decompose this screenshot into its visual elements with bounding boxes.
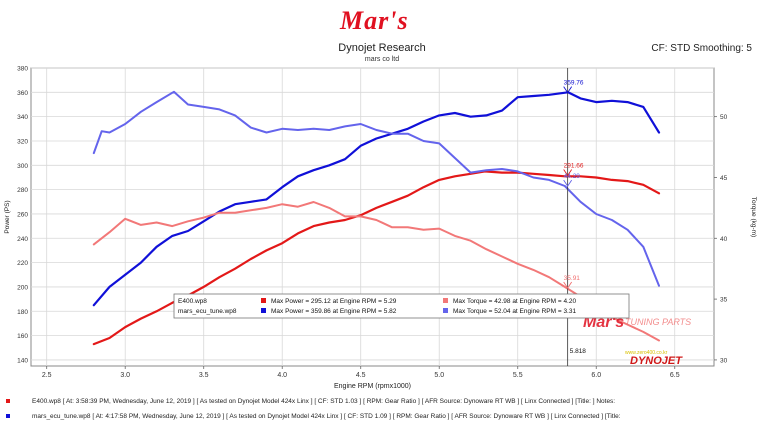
mars-logo: Mar's	[340, 6, 409, 35]
cursor-readout: 291.66	[564, 162, 584, 169]
y-right-tick-label: 45	[720, 175, 728, 182]
settings-label: CF: STD Smoothing: 5	[651, 43, 752, 54]
cursor-marker	[563, 281, 573, 289]
y-left-tick-label: 180	[17, 309, 28, 316]
y-right-tick-label: 50	[720, 114, 728, 121]
axes: 2.5 3.0 3.5 4.0 4.5 5.0 5.5 6.0 6.5 140 160 180 200 2…	[4, 66, 757, 391]
cursor-marker	[563, 86, 573, 94]
x-tick-label: 2.5	[42, 372, 52, 379]
legend-box	[173, 293, 630, 319]
legend-torque-text: Max Torque = 52.04 at Engine RPM = 3.31	[453, 308, 576, 315]
dyno-chart: 2.5 3.0 3.5 4.0 4.5 5.0 5.5 6.0 6.5 140 160 180 200 2…	[4, 66, 757, 391]
x-axis-label: Engine RPM (rpmx1000)	[334, 383, 411, 390]
x-tick-label: 4.0	[277, 372, 287, 379]
cursor-readout: 44.29	[564, 173, 581, 180]
y-left-tick-label: 360	[17, 90, 28, 97]
run-info-row-2: mars_ecu_tune.wp8 [ At: 4:17:58 PM, Wedn…	[6, 413, 621, 420]
series-line	[92, 90, 660, 287]
legend-file-name: E400.wp8	[178, 298, 207, 305]
chart-subtitle: mars co ltd	[364, 56, 400, 63]
cursor-readout: 35.91	[564, 275, 581, 282]
y-right-axis-label: Torque (kg-m)	[750, 197, 757, 237]
run-info-text: mars_ecu_tune.wp8 [ At: 4:17:58 PM, Wedn…	[32, 413, 621, 420]
legend-power-swatch	[261, 308, 266, 313]
legend-power-swatch	[261, 298, 266, 303]
y-left-tick-label: 140	[17, 357, 28, 364]
series-line	[92, 201, 660, 342]
y-left-tick-label: 240	[17, 236, 28, 243]
run-info-row-1: E400.wp8 [ At: 3:58:39 PM, Wednesday, Ju…	[6, 398, 615, 405]
y-left-tick-label: 200	[17, 284, 28, 291]
cursor-rpm-label: 5.818	[570, 348, 587, 355]
y-left-tick-label: 300	[17, 163, 28, 170]
y-left-axis-label: Power (PS)	[4, 200, 11, 233]
y-left-tick-label: 380	[17, 66, 28, 73]
legend-power-text: Max Power = 359.86 at Engine RPM = 5.82	[271, 308, 397, 315]
cursor-marker	[563, 179, 573, 187]
y-left-tick-label: 340	[17, 114, 28, 121]
cursor-readout: 359.76	[564, 80, 584, 87]
legend-file-name: mars_ecu_tune.wp8	[178, 308, 237, 315]
y-left-tick-label: 280	[17, 187, 28, 194]
x-tick-label: 4.5	[356, 372, 366, 379]
y-right-tick-label: 30	[720, 357, 728, 364]
x-tick-label: 6.5	[670, 372, 680, 379]
legend: E400.wp8 Max Power = 295.12 at Engine RPM…	[173, 293, 630, 319]
x-tick-label: 5.0	[434, 372, 444, 379]
x-tick-label: 5.5	[513, 372, 523, 379]
x-tick-label: 6.0	[591, 372, 601, 379]
y-left-tick-label: 320	[17, 138, 28, 145]
y-left-tick-label: 220	[17, 260, 28, 267]
x-tick-label: 3.0	[120, 372, 130, 379]
legend-torque-text: Max Torque = 42.98 at Engine RPM = 4.20	[453, 298, 576, 305]
run-color-swatch	[6, 414, 10, 419]
y-right-tick-label: 40	[720, 236, 728, 243]
y-left-tick-label: 260	[17, 211, 28, 218]
legend-power-text: Max Power = 295.12 at Engine RPM = 5.29	[271, 298, 397, 305]
legend-torque-swatch	[443, 298, 448, 303]
watermark-site: www.zero400.co.kr	[625, 350, 668, 356]
run-info-text: E400.wp8 [ At: 3:58:39 PM, Wednesday, Ju…	[32, 398, 616, 405]
cursor-marker	[563, 169, 573, 177]
run-color-swatch	[6, 399, 10, 404]
watermark-tuning-parts: TUNING PARTS	[625, 317, 691, 327]
legend-torque-swatch	[443, 308, 448, 313]
dynojet-brand: DYNOJET	[630, 355, 683, 367]
y-right-tick-label: 35	[720, 297, 728, 304]
y-left-tick-label: 160	[17, 333, 28, 340]
chart-title: Dynojet Research	[338, 42, 426, 54]
x-tick-label: 3.5	[199, 372, 209, 379]
